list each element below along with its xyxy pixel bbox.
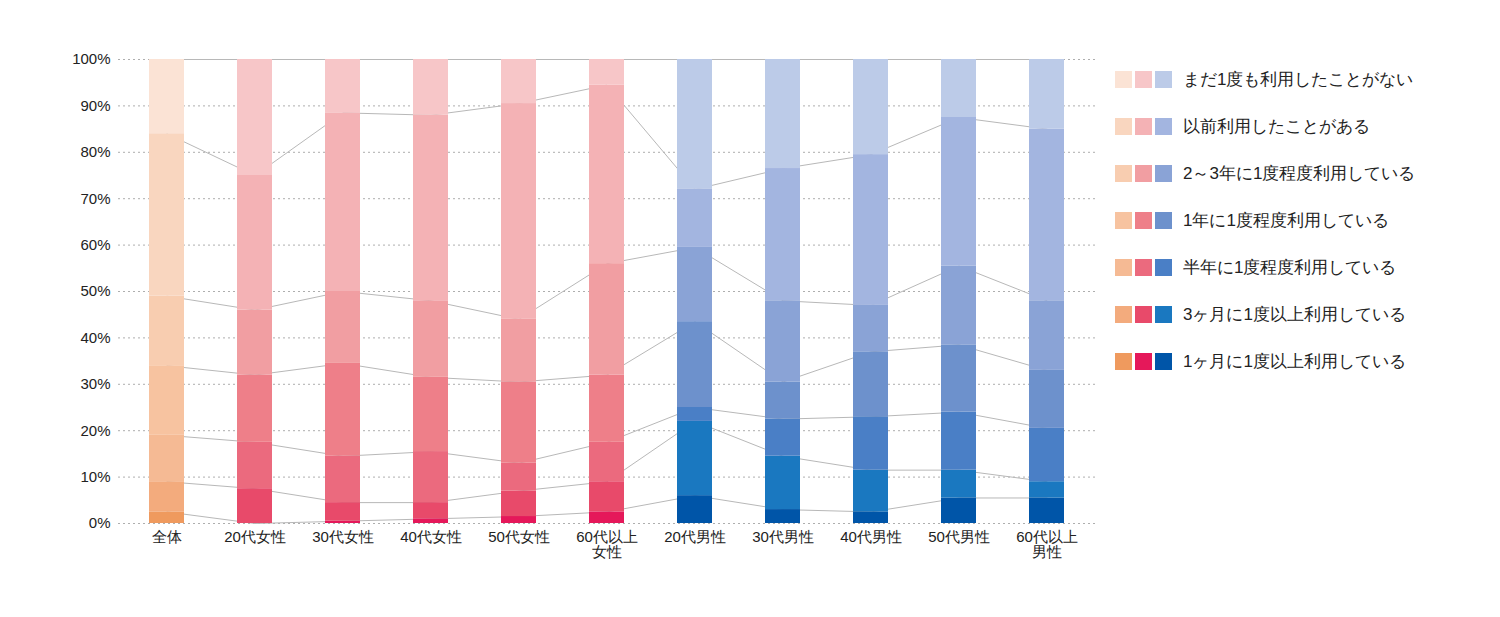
html-text:以前利用したことがある: 以前利用したことがある	[1183, 117, 1370, 136]
svg-text:90%: 90%	[80, 97, 110, 114]
svg-text:40代男性: 40代男性	[840, 528, 902, 545]
html-text:1ヶ月に1度以上利用している: 1ヶ月に1度以上利用している	[1183, 352, 1406, 371]
svg-text:20代男性: 20代男性	[664, 528, 726, 545]
svg-text:0%: 0%	[89, 514, 111, 531]
html-text:半年に1度程度利用している: 半年に1度程度利用している	[1183, 258, 1397, 277]
svg-text:10%: 10%	[80, 468, 110, 485]
svg-text:50%: 50%	[80, 282, 110, 299]
svg-text:30代男性: 30代男性	[752, 528, 814, 545]
svg-text:全体: 全体	[152, 528, 182, 545]
svg-text:40代女性: 40代女性	[400, 528, 462, 545]
svg-text:60代以上女性: 60代以上女性	[576, 528, 638, 560]
svg-text:70%: 70%	[80, 190, 110, 207]
html-text:まだ1度も利用したことがない: まだ1度も利用したことがない	[1183, 70, 1414, 89]
svg-text:50代男性: 50代男性	[928, 528, 990, 545]
svg-text:60代以上男性: 60代以上男性	[1016, 528, 1078, 560]
html-text:1年に1度程度利用している: 1年に1度程度利用している	[1183, 211, 1389, 230]
svg-text:100%: 100%	[72, 50, 110, 67]
svg-text:60%: 60%	[80, 236, 110, 253]
svg-text:20%: 20%	[80, 422, 110, 439]
html-text:3ヶ月に1度以上利用している: 3ヶ月に1度以上利用している	[1183, 305, 1406, 324]
svg-text:50代女性: 50代女性	[488, 528, 550, 545]
html-text:2～3年に1度程度利用している: 2～3年に1度程度利用している	[1183, 164, 1416, 183]
svg-text:40%: 40%	[80, 329, 110, 346]
svg-text:30%: 30%	[80, 375, 110, 392]
svg-text:80%: 80%	[80, 143, 110, 160]
svg-text:20代女性: 20代女性	[224, 528, 286, 545]
svg-text:30代女性: 30代女性	[312, 528, 374, 545]
